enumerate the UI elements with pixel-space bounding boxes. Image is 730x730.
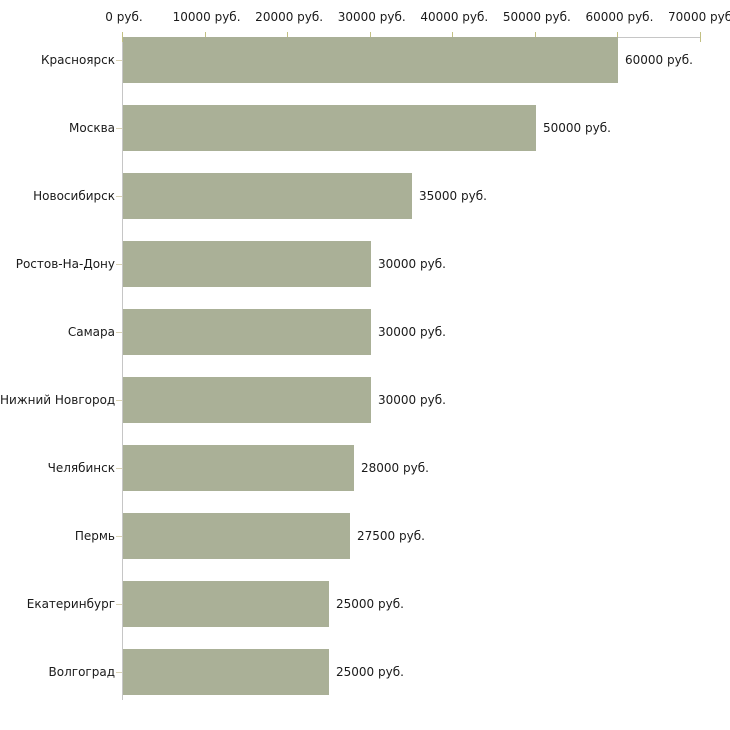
bar-7 — [123, 445, 354, 491]
bar-8 — [123, 513, 350, 559]
x-axis-tick-label: 70000 руб. — [668, 10, 730, 24]
y-axis-tick — [116, 128, 122, 129]
value-label: 30000 руб. — [378, 393, 446, 407]
x-axis-tick — [122, 32, 123, 42]
category-label: Красноярск — [41, 53, 115, 67]
y-axis-tick — [116, 672, 122, 673]
category-label: Пермь — [74, 529, 115, 543]
category-label: Москва — [69, 121, 115, 135]
category-label: Челябинск — [47, 461, 115, 475]
category-label: Самара — [67, 325, 115, 339]
x-axis-tick-label: 40000 руб. — [420, 10, 489, 24]
category-label: Нижний Новгород — [0, 393, 116, 407]
category-label: Новосибирск — [33, 189, 115, 203]
y-axis-tick — [116, 400, 122, 401]
y-axis-tick — [116, 536, 122, 537]
y-axis-tick — [116, 60, 122, 61]
y-axis-tick — [116, 264, 122, 265]
x-axis-tick-label: 60000 руб. — [585, 10, 654, 24]
category-label: Волгоград — [48, 665, 115, 679]
bar-1 — [123, 37, 618, 83]
x-axis-tick-label: 10000 руб. — [172, 10, 241, 24]
x-axis-tick-label: 50000 руб. — [502, 10, 571, 24]
value-label: 50000 руб. — [543, 121, 611, 135]
y-axis-line — [122, 37, 123, 700]
value-label: 35000 руб. — [419, 189, 487, 203]
x-axis-tick — [700, 32, 701, 42]
category-label: Ростов-На-Дону — [15, 257, 115, 271]
value-label: 30000 руб. — [378, 325, 446, 339]
category-label: Екатеринбург — [26, 597, 115, 611]
value-label: 25000 руб. — [336, 597, 404, 611]
bar-3 — [123, 173, 412, 219]
value-label: 30000 руб. — [378, 257, 446, 271]
value-label: 25000 руб. — [336, 665, 404, 679]
y-axis-tick — [116, 604, 122, 605]
value-label: 27500 руб. — [357, 529, 425, 543]
bar-9 — [123, 581, 329, 627]
bar-10 — [123, 649, 329, 695]
value-label: 28000 руб. — [361, 461, 429, 475]
value-label: 60000 руб. — [625, 53, 693, 67]
x-axis-tick-label: 0 руб. — [105, 10, 143, 24]
bar-2 — [123, 105, 536, 151]
x-axis-tick-label: 30000 руб. — [337, 10, 406, 24]
bar-6 — [123, 377, 371, 423]
bar-5 — [123, 309, 371, 355]
y-axis-tick — [116, 332, 122, 333]
x-axis-tick-label: 20000 руб. — [255, 10, 324, 24]
y-axis-tick — [116, 196, 122, 197]
y-axis-tick — [116, 468, 122, 469]
bar-4 — [123, 241, 371, 287]
